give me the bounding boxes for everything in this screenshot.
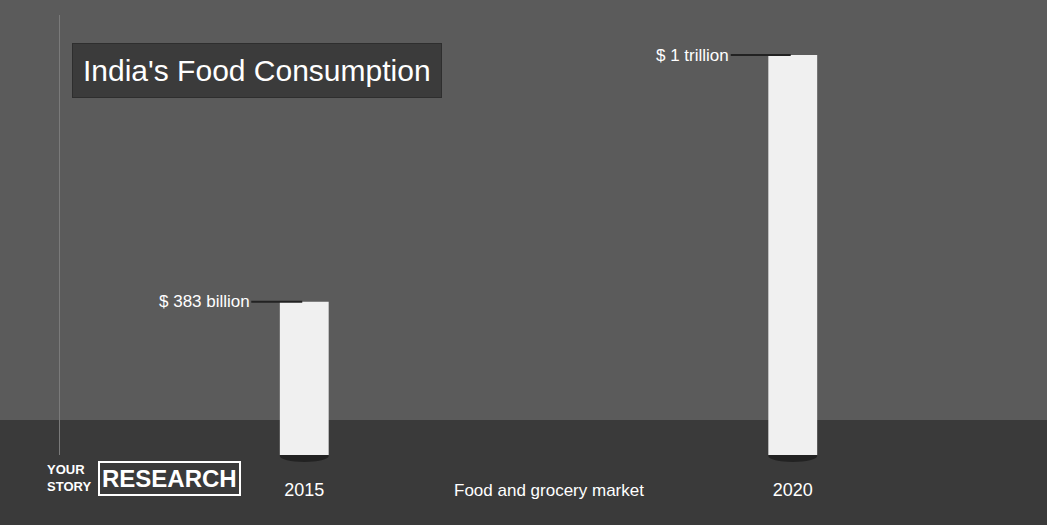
svg-text:RESEARCH: RESEARCH xyxy=(102,465,237,492)
svg-text:India's Food Consumption: India's Food Consumption xyxy=(83,54,431,87)
svg-text:2020: 2020 xyxy=(773,480,813,500)
svg-text:YOURSTORY: YOURSTORY xyxy=(47,462,91,494)
svg-text:$ 383 billion: $ 383 billion xyxy=(159,292,250,311)
svg-text:$ 1 trillion: $ 1 trillion xyxy=(656,46,729,65)
svg-text:2015: 2015 xyxy=(284,480,324,500)
svg-text:Food and grocery market: Food and grocery market xyxy=(454,481,644,500)
